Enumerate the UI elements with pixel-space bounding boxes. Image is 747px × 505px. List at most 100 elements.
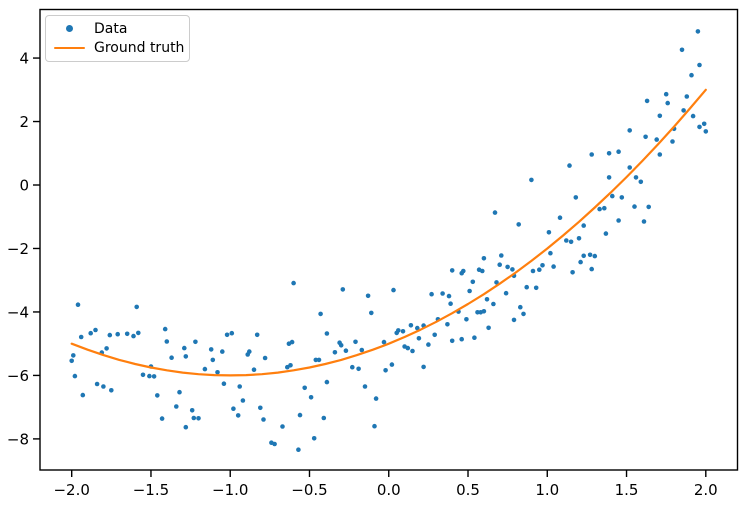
- plot-border: [39, 8, 739, 471]
- data-point: [464, 317, 469, 322]
- data-point: [311, 436, 317, 441]
- ground-truth-curve: [70, 88, 707, 377]
- x-tick-label: −0.5: [291, 481, 327, 499]
- legend-marker-line: [53, 46, 85, 50]
- data-point: [288, 363, 293, 368]
- x-tick-label: 1.5: [615, 481, 639, 499]
- data-point: [633, 175, 639, 180]
- data-point: [654, 137, 659, 142]
- y-tick-label: 4: [19, 50, 29, 68]
- data-point: [183, 354, 189, 359]
- data-point: [396, 328, 401, 333]
- data-point: [147, 373, 152, 379]
- data-point: [324, 331, 330, 336]
- data-point: [576, 236, 582, 241]
- data-point: [449, 268, 455, 273]
- data-point: [472, 335, 477, 341]
- data-point: [196, 416, 201, 421]
- data-point: [684, 94, 690, 99]
- data-point: [313, 357, 319, 363]
- y-tick-label: −8: [7, 430, 29, 448]
- data-point: [546, 230, 552, 235]
- data-point: [638, 179, 644, 185]
- data-point: [356, 366, 361, 372]
- data-point: [369, 310, 374, 316]
- data-point: [400, 329, 406, 334]
- data-point: [261, 417, 266, 422]
- data-point: [164, 339, 170, 344]
- data-point: [254, 332, 260, 338]
- data-point: [101, 384, 106, 389]
- data-point: [540, 263, 545, 268]
- data-point: [537, 267, 542, 273]
- data-point: [247, 349, 252, 354]
- data-point: [383, 368, 388, 373]
- data-point: [695, 29, 701, 34]
- data-point: [134, 304, 139, 310]
- data-point: [182, 345, 187, 351]
- data-point: [521, 311, 526, 317]
- data-point: [321, 415, 327, 421]
- y-tick-label: −6: [7, 367, 29, 385]
- data-point: [72, 373, 78, 379]
- data-point: [155, 393, 160, 398]
- x-tick-label: 2.0: [694, 481, 718, 499]
- data-point: [627, 165, 632, 170]
- data-point: [231, 406, 236, 412]
- data-point: [657, 113, 663, 119]
- y-tick-label: −4: [7, 303, 29, 321]
- data-point: [80, 392, 86, 398]
- data-point: [524, 284, 529, 290]
- data-point: [389, 362, 395, 367]
- data-point: [191, 415, 197, 421]
- data-point: [701, 121, 707, 127]
- data-point: [505, 264, 510, 270]
- data-point: [318, 311, 323, 317]
- data-point: [272, 441, 277, 447]
- data-point: [606, 175, 612, 180]
- data-point: [533, 285, 539, 291]
- data-point: [610, 193, 615, 199]
- data-point: [316, 357, 322, 363]
- data-point: [703, 129, 709, 134]
- data-point: [359, 347, 365, 353]
- y-tick-label: 0: [19, 177, 29, 195]
- data-point: [589, 152, 594, 157]
- data-point: [486, 325, 491, 331]
- data-point: [657, 152, 663, 157]
- x-tick-label: −1.0: [212, 481, 248, 499]
- data-point: [632, 204, 637, 209]
- data-point: [362, 384, 368, 389]
- data-point: [581, 223, 586, 228]
- data-point: [251, 367, 257, 373]
- data-point: [518, 304, 523, 310]
- data-point: [592, 253, 598, 259]
- data-point: [332, 350, 338, 355]
- data-point: [499, 253, 504, 258]
- data-point: [690, 113, 696, 119]
- data-point: [109, 388, 114, 393]
- legend-swatch: [52, 46, 86, 50]
- data-point: [391, 287, 396, 293]
- data-point: [429, 291, 434, 297]
- data-point: [308, 395, 314, 400]
- data-point: [229, 330, 235, 336]
- data-point: [697, 124, 702, 130]
- data-point: [426, 342, 431, 347]
- data-point: [151, 374, 157, 379]
- data-point: [510, 267, 515, 272]
- data-point: [343, 348, 349, 354]
- legend-entry-data: Data: [52, 19, 181, 38]
- data-point: [93, 327, 98, 333]
- data-point: [432, 332, 438, 338]
- x-tick-label: 1.0: [535, 481, 559, 499]
- data-point: [405, 345, 411, 351]
- data-point: [567, 163, 572, 168]
- data-point: [492, 210, 498, 215]
- data-point: [215, 370, 220, 375]
- data-point: [140, 372, 146, 378]
- x-tick-label: 0.0: [377, 481, 401, 499]
- data-point: [131, 333, 136, 339]
- data-point: [440, 291, 445, 296]
